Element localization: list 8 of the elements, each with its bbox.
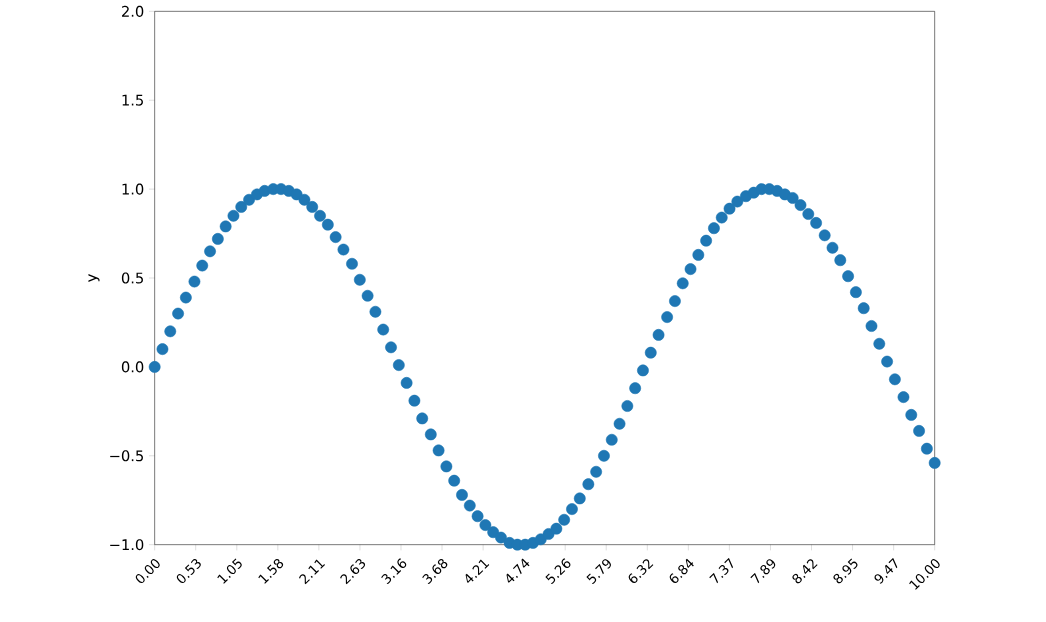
y-tick-label: −1.0 — [110, 539, 144, 551]
y-tick-label: 1.5 — [122, 94, 143, 106]
y-tick-label: 1.0 — [122, 183, 144, 195]
y-tick-label: 0.0 — [121, 361, 144, 373]
y-tick-label: 2.0 — [122, 5, 144, 17]
y-tick-label: −0.5 — [110, 450, 143, 462]
y-axis-title: y — [88, 274, 100, 282]
y-tick-label: 0.5 — [121, 272, 143, 284]
